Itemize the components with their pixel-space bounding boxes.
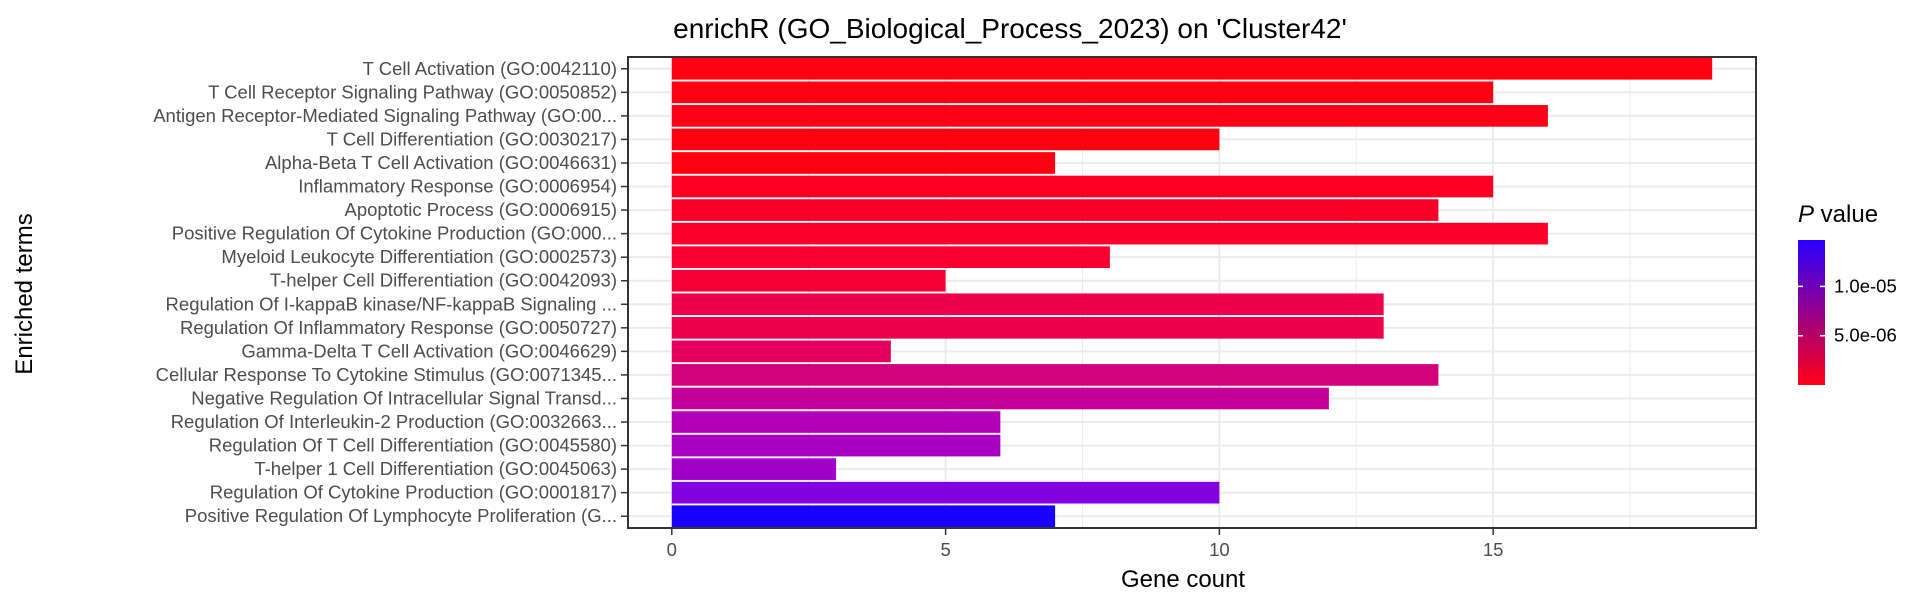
y-tick-label: T Cell Receptor Signaling Pathway (GO:00… [208, 81, 617, 102]
bar [671, 411, 1001, 433]
y-tick-label: Regulation Of Interleukin-2 Production (… [171, 411, 617, 432]
bar [671, 458, 837, 480]
bar [671, 434, 1001, 457]
bar [671, 364, 1439, 386]
chart-title: enrichR (GO_Biological_Process_2023) on … [673, 13, 1347, 44]
bar [671, 505, 1056, 528]
bar [671, 340, 891, 363]
bar [671, 152, 1056, 174]
y-tick-label: Regulation Of I-kappaB kinase/NF-kappaB … [166, 293, 617, 314]
legend-tick-label: 1.0e-05 [1834, 275, 1897, 296]
y-tick-label: Apoptotic Process (GO:0006915) [344, 199, 617, 220]
y-tick-label: Gamma-Delta T Cell Activation (GO:004662… [241, 340, 617, 361]
bar [671, 105, 1548, 127]
bar [671, 481, 1220, 504]
legend-tick-label: 5.0e-06 [1834, 325, 1897, 346]
y-tick-label: T Cell Activation (GO:0042110) [363, 58, 617, 79]
x-tick-label: 5 [940, 539, 950, 560]
legend-colorbar [1798, 240, 1825, 385]
x-tick-label: 15 [1483, 539, 1504, 560]
plot-area: T Cell Activation (GO:0042110)T Cell Rec… [153, 56, 1757, 560]
y-tick-label: Cellular Response To Cytokine Stimulus (… [156, 364, 617, 385]
y-tick-label: Positive Regulation Of Cytokine Producti… [172, 223, 617, 244]
y-tick-label: T Cell Differentiation (GO:0030217) [327, 128, 617, 149]
y-tick-label: Myeloid Leukocyte Differentiation (GO:00… [221, 246, 617, 267]
bar [671, 81, 1494, 104]
x-tick-label: 0 [667, 539, 677, 560]
bar [671, 57, 1713, 80]
y-tick-label: Regulation Of Cytokine Production (GO:00… [210, 482, 617, 503]
bar [671, 387, 1329, 410]
panel-border [627, 56, 1757, 529]
y-tick-label: Inflammatory Response (GO:0006954) [298, 176, 617, 197]
y-tick-label: Alpha-Beta T Cell Activation (GO:0046631… [265, 152, 617, 173]
x-axis-label: Gene count [1121, 566, 1245, 593]
y-tick-label: Negative Regulation Of Intracellular Sig… [191, 387, 617, 408]
legend: P value 1.0e-05 5.0e-06 [1798, 201, 1897, 385]
bar [671, 293, 1384, 316]
y-tick-label: Regulation Of Inflammatory Response (GO:… [180, 317, 617, 338]
bar [671, 199, 1439, 221]
x-tick-label: 10 [1209, 539, 1230, 560]
bar [671, 222, 1548, 245]
y-tick-label: Positive Regulation Of Lymphocyte Prolif… [185, 505, 617, 526]
bar [671, 246, 1110, 269]
y-tick-label: T-helper Cell Differentiation (GO:004209… [270, 270, 617, 291]
bar [671, 316, 1384, 339]
bar [671, 269, 946, 292]
legend-title: P value [1798, 201, 1878, 228]
y-tick-label: Antigen Receptor-Mediated Signaling Path… [153, 105, 617, 126]
bar [671, 175, 1494, 198]
y-tick-label: Regulation Of T Cell Differentiation (GO… [209, 435, 617, 456]
y-axis-label: Enriched terms [11, 213, 38, 374]
y-tick-label: T-helper 1 Cell Differentiation (GO:0045… [254, 458, 617, 479]
bar [671, 128, 1220, 151]
